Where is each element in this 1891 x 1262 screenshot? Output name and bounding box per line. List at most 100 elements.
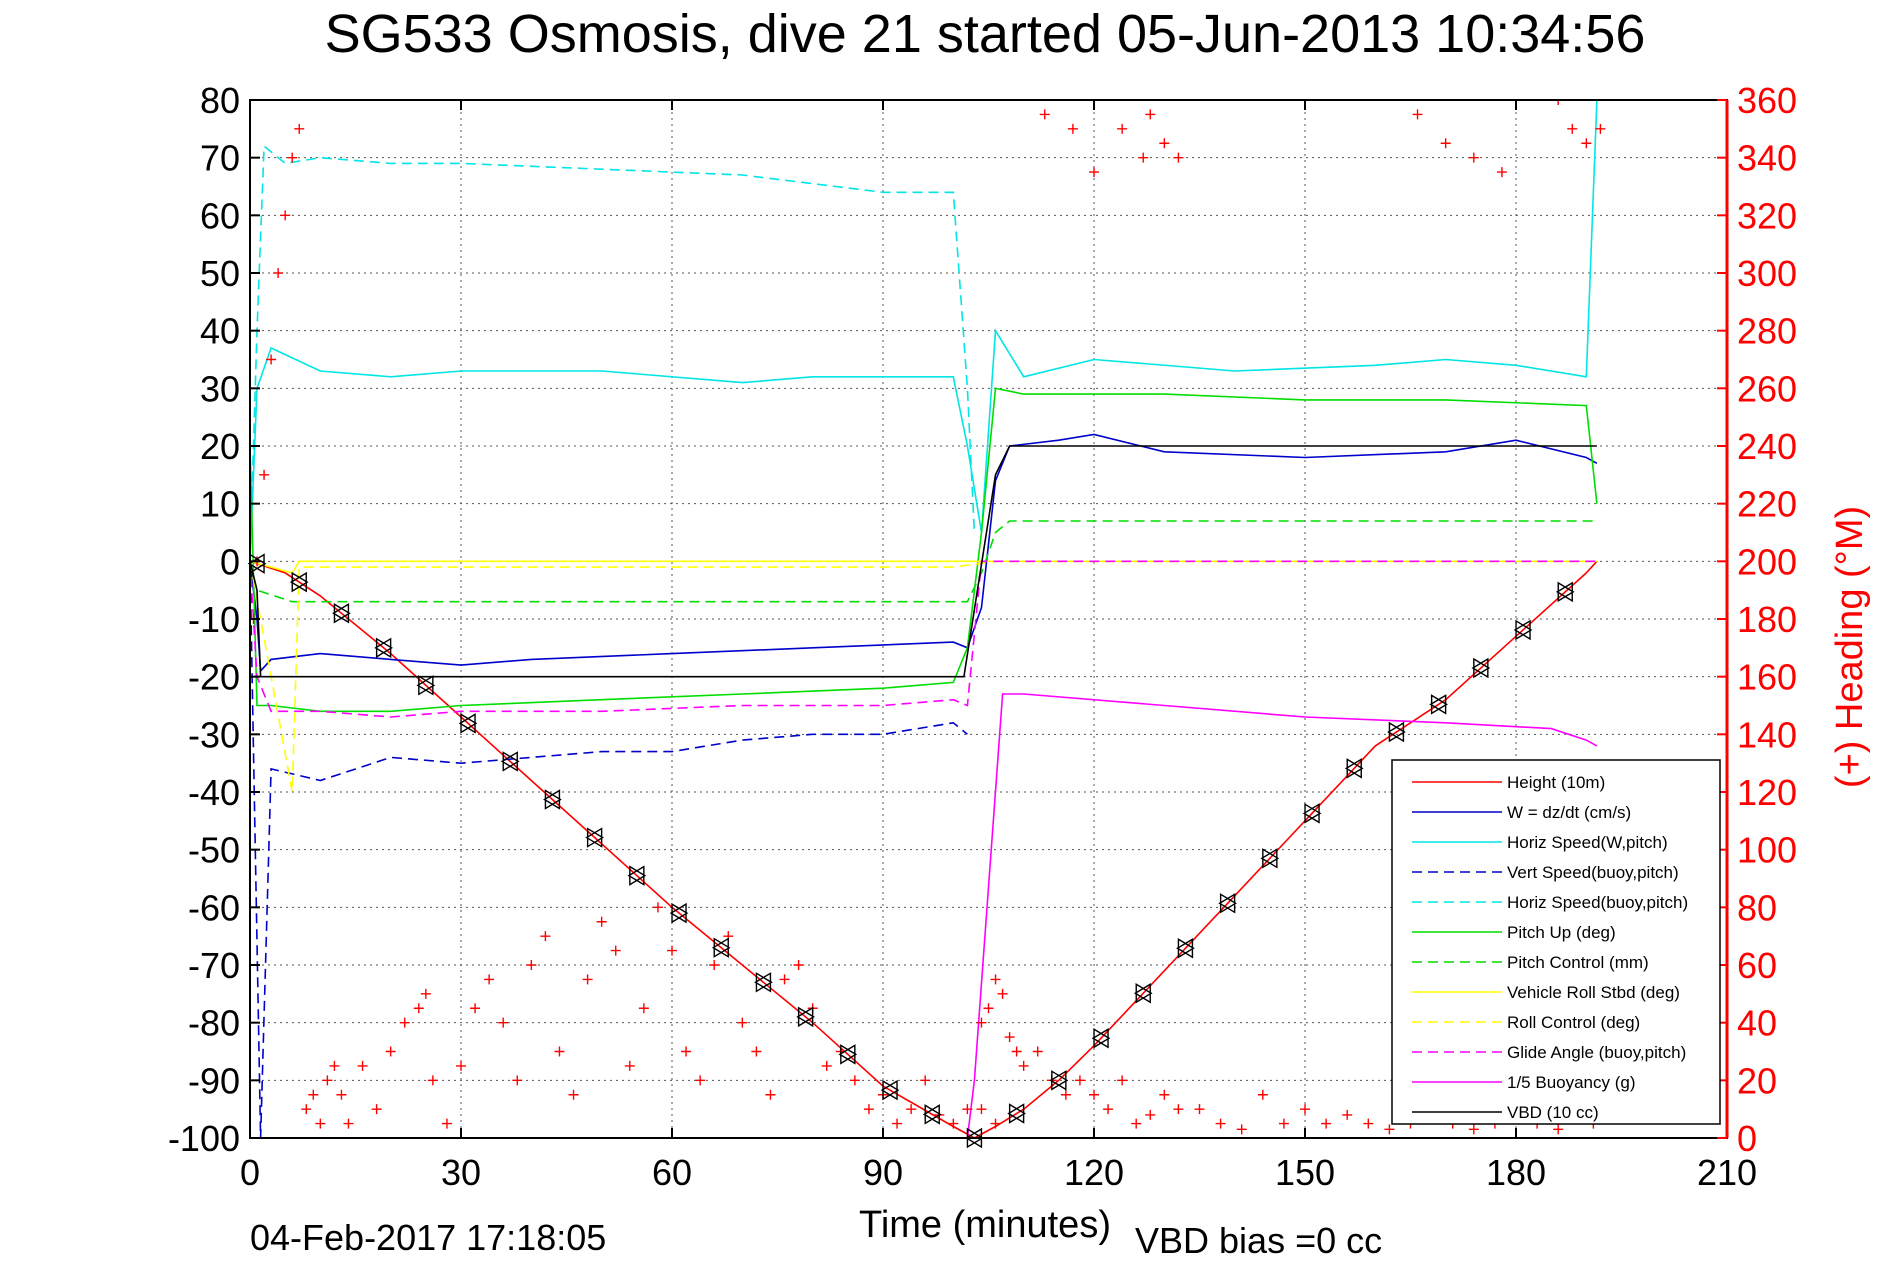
heading-point: [1103, 1104, 1114, 1115]
heading-point: [456, 1060, 466, 1071]
heading-point: [385, 1046, 396, 1057]
heading-point: [892, 1118, 903, 1129]
right-axis-label: (+) Heading (°M): [1829, 506, 1871, 788]
heading-point: [863, 1104, 874, 1115]
heading-point: [1468, 152, 1479, 163]
y-left-tick-label: -10: [188, 599, 240, 640]
heading-point: [336, 1089, 347, 1100]
chart-title: SG533 Osmosis, dive 21 started 05-Jun-20…: [325, 4, 1646, 64]
heading-point: [793, 960, 804, 970]
series-line-3: [250, 561, 968, 1138]
y-right-tick-label: 220: [1737, 484, 1797, 525]
heading-point: [441, 1118, 452, 1129]
height-marker-mirror: [796, 1006, 814, 1028]
ticks-layer: 0 30 60 90 120 150 180 21080706050403020100-10-…: [168, 80, 1797, 1193]
legend-box: [1391, 759, 1721, 1125]
heading-point: [1131, 1118, 1142, 1129]
heading-point: [1278, 1118, 1289, 1129]
heading-point: [709, 960, 720, 970]
legend-label: Glide Angle (buoy,pitch): [1507, 1043, 1686, 1062]
heading-point: [512, 1075, 523, 1086]
y-left-tick-label: -40: [188, 772, 240, 813]
y-left-tick-label: -20: [188, 657, 240, 698]
heading-point: [399, 1017, 410, 1028]
heading-point: [596, 916, 607, 927]
heading-point: [1138, 152, 1149, 163]
heading-point: [667, 945, 677, 956]
y-right-tick-label: 300: [1737, 253, 1797, 294]
heading-point: [737, 1017, 748, 1028]
heading-point: [1159, 1089, 1170, 1100]
height-marker-mirror: [1513, 619, 1531, 641]
heading-point: [1074, 1075, 1085, 1086]
heading-point: [287, 152, 298, 163]
x-tick-label: 150: [1275, 1152, 1335, 1193]
heading-point: [997, 988, 1008, 999]
heading-point: [413, 1003, 424, 1014]
y-left-tick-label: -100: [168, 1118, 240, 1159]
y-right-tick-label: 80: [1737, 887, 1777, 928]
footer-timestamp: 04-Feb-2017 17:18:05: [250, 1217, 606, 1258]
heading-point: [1215, 1118, 1226, 1129]
x-tick-label: 0: [240, 1152, 260, 1193]
x-axis-label: Time (minutes): [859, 1204, 1111, 1246]
heading-point: [427, 1075, 438, 1086]
heading-point: [652, 902, 663, 913]
y-right-tick-label: 160: [1737, 657, 1797, 698]
height-marker-mirror: [585, 827, 603, 848]
heading-point: [990, 974, 1001, 985]
height-marker-mirror: [1176, 938, 1194, 959]
heading-point: [779, 974, 790, 985]
series-line-11: [250, 445, 1597, 678]
height-marker-mirror: [458, 713, 476, 734]
x-tick-label: 180: [1486, 1152, 1546, 1193]
heading-point: [308, 1089, 319, 1100]
height-marker-mirror: [1429, 694, 1447, 715]
heading-point: [498, 1017, 509, 1028]
heading-point: [470, 1003, 481, 1014]
x-tick-label: 210: [1697, 1152, 1757, 1193]
height-marker-mirror: [1555, 581, 1573, 603]
heading-point: [259, 469, 270, 480]
legend-label: Vert Speed(buoy,pitch): [1507, 863, 1679, 882]
series-layer: [250, 100, 1598, 1138]
height-marker-mirror: [627, 865, 645, 886]
heading-point: [568, 1089, 579, 1100]
y-left-tick-label: 80: [200, 80, 240, 121]
heading-point: [1321, 1118, 1332, 1129]
heading-point: [983, 1003, 994, 1014]
height-marker-mirror: [1260, 848, 1278, 869]
heading-point: [821, 1060, 832, 1071]
heading-point: [554, 1046, 565, 1057]
y-right-tick-label: 240: [1737, 426, 1797, 467]
heading-point: [1173, 152, 1184, 163]
x-tick-label: 30: [441, 1152, 481, 1193]
y-left-tick-label: 60: [200, 195, 240, 236]
heading-point: [1039, 109, 1050, 120]
height-marker-mirror: [374, 637, 392, 659]
heading-point: [1412, 109, 1423, 120]
heading-point: [1089, 1089, 1099, 1100]
heading-point: [273, 268, 284, 278]
heading-point: [540, 931, 551, 942]
heading-point: [681, 1046, 692, 1057]
heading-point: [1595, 123, 1606, 134]
heading-point: [849, 1075, 860, 1086]
y-left-tick-label: 0: [220, 541, 240, 582]
heading-point: [371, 1104, 382, 1115]
y-left-tick-label: 30: [200, 368, 240, 409]
heading-point: [1553, 100, 1564, 105]
heading-point: [1363, 1118, 1374, 1129]
y-right-tick-label: 320: [1737, 195, 1797, 236]
heading-point: [343, 1118, 354, 1129]
y-right-tick-label: 200: [1737, 541, 1797, 582]
heading-point: [1060, 1089, 1071, 1100]
y-right-tick-label: 0: [1737, 1118, 1757, 1159]
height-marker-mirror: [332, 602, 350, 624]
heading-point: [266, 354, 277, 365]
heading-point: [1468, 1124, 1479, 1135]
y-left-tick-label: -90: [188, 1060, 240, 1101]
heading-point: [1440, 138, 1451, 149]
heading-point: [1236, 1124, 1247, 1135]
heading-point: [1384, 1124, 1395, 1135]
